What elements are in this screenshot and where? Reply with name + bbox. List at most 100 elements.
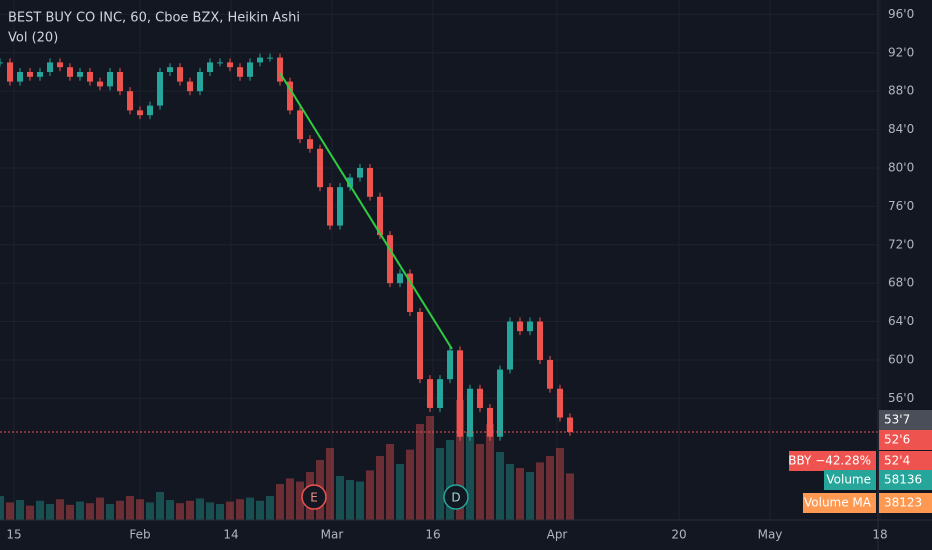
candle bbox=[237, 67, 243, 77]
volume-bar bbox=[516, 468, 524, 520]
volume-bar bbox=[346, 480, 354, 520]
price-tag-label: 52'4 bbox=[884, 454, 910, 468]
candle bbox=[127, 91, 133, 111]
volume-bar bbox=[176, 503, 184, 520]
volume-bar bbox=[106, 504, 114, 520]
price-tag-label: 58136 bbox=[884, 473, 922, 487]
candle bbox=[337, 187, 343, 226]
volume-bar bbox=[556, 448, 564, 520]
volume-bar bbox=[26, 505, 34, 520]
candle bbox=[147, 105, 153, 116]
series-tag bbox=[824, 470, 876, 490]
candle bbox=[557, 388, 563, 418]
volume-bar bbox=[116, 500, 124, 520]
candle bbox=[177, 67, 183, 82]
candle bbox=[317, 148, 323, 188]
volume-bar bbox=[16, 500, 24, 520]
candle bbox=[207, 62, 213, 72]
candle bbox=[227, 62, 233, 68]
event-label: D bbox=[451, 491, 460, 505]
volume-bar bbox=[36, 500, 44, 520]
price-tag bbox=[879, 430, 932, 450]
price-tag-label: 38123 bbox=[884, 496, 922, 510]
volume-bar bbox=[246, 497, 254, 520]
candle bbox=[97, 81, 103, 87]
candle bbox=[117, 71, 123, 92]
volume-bar bbox=[386, 444, 394, 520]
price-tag bbox=[879, 451, 932, 471]
candle bbox=[0, 62, 3, 64]
volume-bar bbox=[566, 473, 574, 520]
volume-bar bbox=[266, 496, 274, 520]
volume-bar bbox=[526, 472, 534, 520]
volume-bar bbox=[216, 504, 224, 520]
y-tick-label: 72'0 bbox=[888, 237, 914, 251]
volume-bar bbox=[506, 464, 514, 520]
candle bbox=[27, 71, 33, 77]
candle bbox=[327, 187, 333, 226]
volume-bar bbox=[456, 400, 464, 520]
candle bbox=[567, 417, 573, 432]
x-tick-label: 18 bbox=[872, 528, 887, 542]
series-tag-label: BBY −42.28% bbox=[788, 454, 871, 468]
volume-bar bbox=[76, 501, 84, 520]
volume-bar bbox=[186, 500, 194, 520]
candle bbox=[217, 62, 223, 64]
candle bbox=[167, 67, 173, 72]
volume-bar bbox=[126, 496, 134, 520]
candle bbox=[487, 407, 493, 437]
price-tag-label: 53'7 bbox=[884, 413, 910, 427]
x-tick-label: 20 bbox=[671, 528, 686, 542]
candle bbox=[477, 388, 483, 408]
candle bbox=[437, 379, 443, 408]
x-tick-label: 16 bbox=[425, 528, 440, 542]
candle bbox=[47, 62, 53, 72]
trend-line bbox=[279, 72, 453, 350]
candle bbox=[457, 350, 463, 437]
y-tick-label: 88'0 bbox=[888, 84, 914, 98]
y-tick-label: 84'0 bbox=[888, 122, 914, 136]
candle bbox=[247, 62, 253, 77]
candle bbox=[287, 81, 293, 111]
candle bbox=[527, 321, 533, 332]
y-tick-label: 76'0 bbox=[888, 199, 914, 213]
volume-bar bbox=[416, 424, 424, 520]
x-tick-label: Mar bbox=[321, 528, 344, 542]
y-tick-label: 80'0 bbox=[888, 160, 914, 174]
volume-bar bbox=[326, 448, 334, 520]
price-tag-label: 52'6 bbox=[884, 433, 910, 447]
x-tick-label: May bbox=[758, 528, 783, 542]
volume-bar bbox=[476, 444, 484, 520]
volume-bar bbox=[66, 504, 74, 520]
candle bbox=[67, 67, 73, 77]
candle bbox=[347, 177, 353, 188]
volume-bar bbox=[466, 432, 474, 520]
candle bbox=[257, 57, 263, 63]
volume-bar bbox=[406, 449, 414, 520]
candle bbox=[297, 110, 303, 140]
volume-bar bbox=[446, 440, 454, 520]
y-tick-label: 68'0 bbox=[888, 276, 914, 290]
series-tag bbox=[803, 493, 876, 513]
volume-bar bbox=[376, 456, 384, 520]
series-tag bbox=[789, 451, 876, 471]
price-tag bbox=[879, 470, 932, 490]
candle bbox=[307, 139, 313, 149]
y-tick-label: 92'0 bbox=[888, 45, 914, 59]
volume-bar bbox=[276, 484, 284, 520]
volume-bar bbox=[0, 496, 4, 520]
volume-bar bbox=[496, 452, 504, 520]
volume-bar bbox=[136, 499, 144, 520]
volume-bar bbox=[86, 503, 94, 520]
series-tag-label: Volume bbox=[826, 473, 871, 487]
x-tick-label: 15 bbox=[6, 528, 21, 542]
candle bbox=[267, 57, 273, 59]
candle bbox=[367, 167, 373, 197]
volume-bar bbox=[6, 502, 14, 520]
volume-bar bbox=[96, 497, 104, 520]
volume-bar bbox=[286, 478, 294, 520]
series-tag-label: Volume MA bbox=[804, 496, 872, 510]
y-tick-label: 60'0 bbox=[888, 352, 914, 366]
x-tick-label: Apr bbox=[547, 528, 568, 542]
